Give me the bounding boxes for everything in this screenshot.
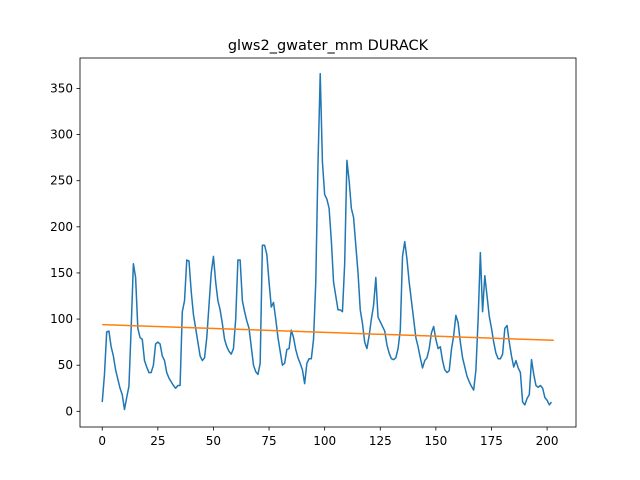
series-layer [101,72,554,411]
y-tick-label: 150 [50,266,73,280]
series-line-trend [102,323,554,342]
x-tick-label: 200 [536,434,559,448]
y-tick-label: 0 [65,404,73,418]
x-tick-label: 125 [369,434,392,448]
y-tick-label: 350 [50,81,73,95]
x-tick-label: 100 [313,434,336,448]
x-tick-label: 175 [480,434,503,448]
axis-layer: 0 25 50 75 100 125 150 175 200 0 50 100 150 200 250 300… [50,81,558,448]
x-tick-label: 50 [206,434,221,448]
x-tick-label: 25 [150,434,165,448]
chart-title: glws2_gwater_mm DURACK [228,38,429,54]
y-tick-label: 250 [50,174,73,188]
y-tick-label: 200 [50,220,73,234]
y-tick-label: 50 [58,358,73,372]
x-tick-label: 150 [424,434,447,448]
series-line-gwater [101,72,553,411]
plot-area-frame [79,57,577,428]
y-tick-label: 100 [50,312,73,326]
x-tick-label: 75 [261,434,276,448]
x-tick-label: 0 [98,434,106,448]
y-tick-label: 300 [50,128,73,142]
